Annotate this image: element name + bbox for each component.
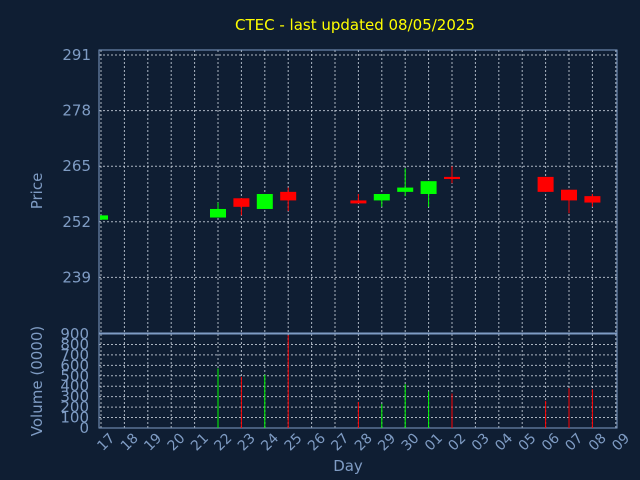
candle: [256, 194, 273, 209]
candle-body: [537, 176, 554, 192]
candle-body: [561, 189, 577, 201]
day-tick-label: 06: [539, 430, 563, 454]
day-tick-label: 24: [258, 430, 282, 454]
candles: [100, 166, 601, 220]
volume-tick-label: 0: [79, 419, 89, 437]
volume-tick-label: 300: [60, 388, 89, 406]
candle: [100, 215, 108, 220]
day-tick-label: 22: [211, 430, 235, 454]
candle-body: [256, 194, 273, 209]
candle: [537, 176, 554, 192]
day-axis-label: Day: [333, 457, 363, 475]
candle: [561, 189, 577, 214]
price-tick-label: 265: [62, 157, 91, 175]
candle: [397, 168, 414, 197]
day-tick-label: 17: [94, 430, 118, 454]
candle: [444, 166, 460, 184]
candle: [233, 198, 250, 216]
day-tick-label: 08: [586, 430, 610, 454]
chart-title: CTEC - last updated 08/05/2025: [235, 16, 475, 34]
day-tick-label: 29: [375, 430, 399, 454]
candle-body: [584, 196, 601, 203]
volume-tick-label: 200: [60, 398, 89, 416]
day-tick-label: 23: [235, 430, 259, 454]
day-tick-label: 04: [492, 430, 516, 454]
candle-body: [444, 176, 460, 180]
candle: [350, 194, 367, 204]
day-tick-label: 07: [562, 430, 586, 454]
volume-tick-label: 900: [60, 325, 89, 343]
candle-body: [210, 208, 226, 218]
day-tick-label: 30: [399, 430, 423, 454]
candle: [584, 194, 601, 207]
price-axis-label: Price: [28, 173, 46, 210]
day-tick-label: 21: [188, 430, 212, 454]
candle-body: [233, 198, 250, 207]
candle: [210, 202, 226, 218]
volume-axis-label: Volume (0000): [28, 326, 46, 436]
candle-body: [397, 187, 414, 192]
candle-body: [373, 194, 390, 201]
day-tick-label: 18: [118, 430, 142, 454]
price-axis-ticks: 291 278 265 252 239: [62, 46, 91, 286]
volume-bars: [217, 335, 593, 428]
volume-tick-label: 100: [60, 409, 89, 427]
volume-tick-label: 600: [60, 356, 89, 374]
price-tick-label: 252: [62, 213, 91, 231]
day-tick-label: 09: [609, 430, 633, 454]
day-tick-label: 02: [445, 430, 469, 454]
day-axis-ticks: 17 18 19 20 21 22 23 24 25 26 27 28 29 30 01 02 03 04 05 06…: [94, 430, 633, 454]
candle-body: [420, 181, 437, 194]
candle-body: [100, 215, 108, 220]
day-tick-label: 03: [469, 430, 493, 454]
day-tick-label: 20: [165, 430, 189, 454]
candle: [420, 181, 437, 207]
day-tick-label: 01: [422, 430, 446, 454]
volume-tick-label: 800: [60, 335, 89, 353]
candle-body: [280, 191, 297, 201]
candle-body: [350, 200, 367, 204]
day-tick-label: 28: [352, 430, 376, 454]
candle: [373, 194, 390, 207]
price-tick-label: 278: [62, 102, 91, 120]
day-tick-label: 05: [516, 430, 540, 454]
day-tick-label: 25: [282, 430, 306, 454]
day-tick-label: 26: [305, 430, 329, 454]
volume-tick-label: 700: [60, 346, 89, 364]
volume-tick-label: 500: [60, 367, 89, 385]
day-tick-label: 27: [328, 430, 352, 454]
price-panel-frame: [98, 49, 618, 334]
day-tick-label: 19: [141, 430, 165, 454]
volume-tick-label: 400: [60, 377, 89, 395]
price-tick-label: 291: [62, 46, 91, 64]
price-tick-label: 239: [62, 268, 91, 286]
candle: [280, 187, 297, 212]
